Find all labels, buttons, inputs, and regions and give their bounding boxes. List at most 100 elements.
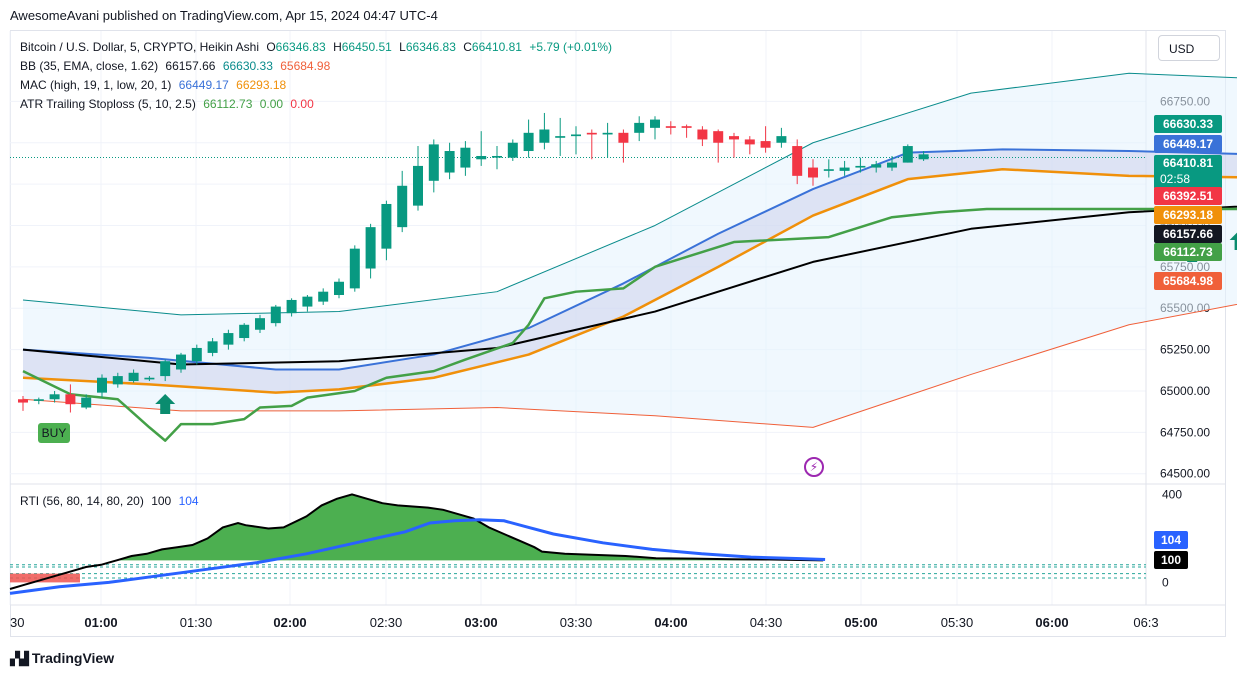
x-tick-label: 05:00 — [844, 615, 877, 630]
candle-body — [112, 376, 123, 385]
candle-body — [334, 281, 344, 295]
close-value: 66410.81 — [471, 40, 522, 54]
rti-value-1: 100 — [151, 494, 172, 508]
mac-value-1: 66449.17 — [178, 78, 229, 92]
candle-body — [871, 164, 882, 168]
price-tag: 66410.81 02:58 — [1154, 155, 1222, 189]
x-tick-label: 02:00 — [273, 615, 306, 630]
candle-body — [444, 151, 455, 173]
atr-legend[interactable]: ATR Trailing Stoploss (5, 10, 2.5) 66112… — [20, 97, 318, 111]
candle-body — [618, 132, 629, 143]
bb-legend[interactable]: BB (35, EMA, close, 1.62) 66157.66 66630… — [20, 59, 334, 73]
rti-label: RTI (56, 80, 14, 80, 20) — [20, 494, 144, 508]
candle-body — [539, 129, 550, 143]
candle-body — [586, 132, 597, 135]
rti-y-tick: 400 — [1162, 487, 1182, 501]
bb-basis-line — [22, 205, 1237, 366]
candle-body — [760, 141, 771, 148]
bb-upper-line — [22, 72, 1237, 316]
bb-value-2: 66630.33 — [222, 59, 273, 73]
candle-body — [918, 154, 929, 160]
price-tag: 66293.18 — [1154, 206, 1222, 224]
candle-body — [523, 132, 534, 152]
candle-body — [18, 399, 28, 403]
buy-signal-label: BUY — [38, 423, 70, 443]
countdown-value: 02:58 — [1160, 172, 1191, 186]
x-tick-label: 30 — [10, 615, 24, 630]
rti-tag: 104 — [1154, 531, 1188, 549]
mac-value-2: 66293.18 — [236, 78, 287, 92]
y-tick-label: 64750.00 — [1160, 425, 1210, 439]
candle-body — [191, 347, 202, 362]
candle-body — [792, 146, 803, 176]
candle-body — [776, 136, 787, 143]
candle-body — [492, 155, 502, 158]
candle-body — [33, 399, 44, 401]
candle-body — [255, 318, 265, 330]
bb-lower-line — [22, 303, 1237, 428]
candle-body — [176, 354, 186, 370]
open-label: O — [266, 40, 276, 54]
candle-body — [270, 306, 281, 324]
candle-body — [808, 167, 818, 178]
high-value: 66450.51 — [341, 40, 392, 54]
candle-body — [381, 203, 392, 249]
candle-body — [397, 185, 408, 228]
close-label: C — [463, 40, 472, 54]
low-label: L — [399, 40, 406, 54]
y-tick-label: 65000.00 — [1160, 384, 1210, 398]
candle-body — [887, 162, 897, 168]
candle-body — [650, 119, 660, 128]
mac-legend[interactable]: MAC (high, 19, 1, low, 20, 1) 66449.17 6… — [20, 78, 290, 92]
candle-body — [460, 147, 471, 168]
candle-body — [365, 227, 376, 269]
bb-value-1: 66157.66 — [165, 59, 216, 73]
candle-body — [128, 372, 139, 382]
candle-body — [144, 377, 155, 380]
candle-body — [839, 167, 850, 171]
rti-line — [9, 493, 824, 590]
price-tag: 65684.98 — [1154, 272, 1222, 290]
candle-body — [634, 122, 645, 133]
mac-fill — [23, 149, 1237, 393]
price-tag: 66157.66 — [1154, 225, 1222, 243]
tradingview-logo[interactable]: ▞▟ TradingView — [10, 650, 114, 667]
price-tag: 66449.17 — [1154, 135, 1222, 153]
high-label: H — [333, 40, 342, 54]
symbol-label[interactable]: Bitcoin / U.S. Dollar, 5, CRYPTO, Heikin… — [20, 40, 259, 54]
rti-legend[interactable]: RTI (56, 80, 14, 80, 20) 100 104 — [20, 494, 203, 508]
candle-body — [507, 142, 518, 158]
x-tick-label: 06:00 — [1035, 615, 1068, 630]
rti-tag: 100 — [1154, 551, 1188, 569]
open-value: 66346.83 — [275, 40, 326, 54]
y-tick-label: 64500.00 — [1160, 467, 1210, 481]
ohlc-legend: Bitcoin / U.S. Dollar, 5, CRYPTO, Heikin… — [20, 40, 616, 54]
x-tick-label: 03:00 — [464, 615, 497, 630]
atr-value-3: 0.00 — [290, 97, 314, 111]
rti-value-2: 104 — [178, 494, 199, 508]
rti-signal-line — [9, 518, 826, 595]
candle-body — [665, 126, 676, 128]
change-value: +5.79 (+0.01%) — [529, 40, 613, 54]
candle-body — [729, 136, 739, 140]
tv-brand-text: TradingView — [31, 650, 115, 666]
candle-body — [681, 126, 692, 128]
candle-body — [286, 299, 297, 314]
currency-button[interactable]: USD — [1158, 35, 1220, 61]
x-tick-label: 02:30 — [370, 615, 403, 630]
candle-body — [302, 296, 313, 307]
atr-stop-line — [22, 207, 1237, 442]
candle-body — [823, 169, 834, 171]
mac-upper-line — [22, 148, 1237, 371]
atr-label: ATR Trailing Stoploss (5, 10, 2.5) — [20, 97, 196, 111]
rti-y-tick: 0 — [1162, 575, 1169, 589]
bb-value-3: 65684.98 — [280, 59, 331, 73]
flash-icon[interactable]: ⚡ — [804, 457, 824, 477]
buy-arrow-icon — [1229, 232, 1237, 250]
x-tick-label: 04:00 — [654, 615, 687, 630]
low-value: 66346.83 — [405, 40, 456, 54]
y-tick-label: 65250.00 — [1160, 343, 1210, 357]
candle-body — [555, 136, 566, 138]
atr-value-2: 0.00 — [259, 97, 284, 111]
candle-body — [349, 248, 360, 289]
